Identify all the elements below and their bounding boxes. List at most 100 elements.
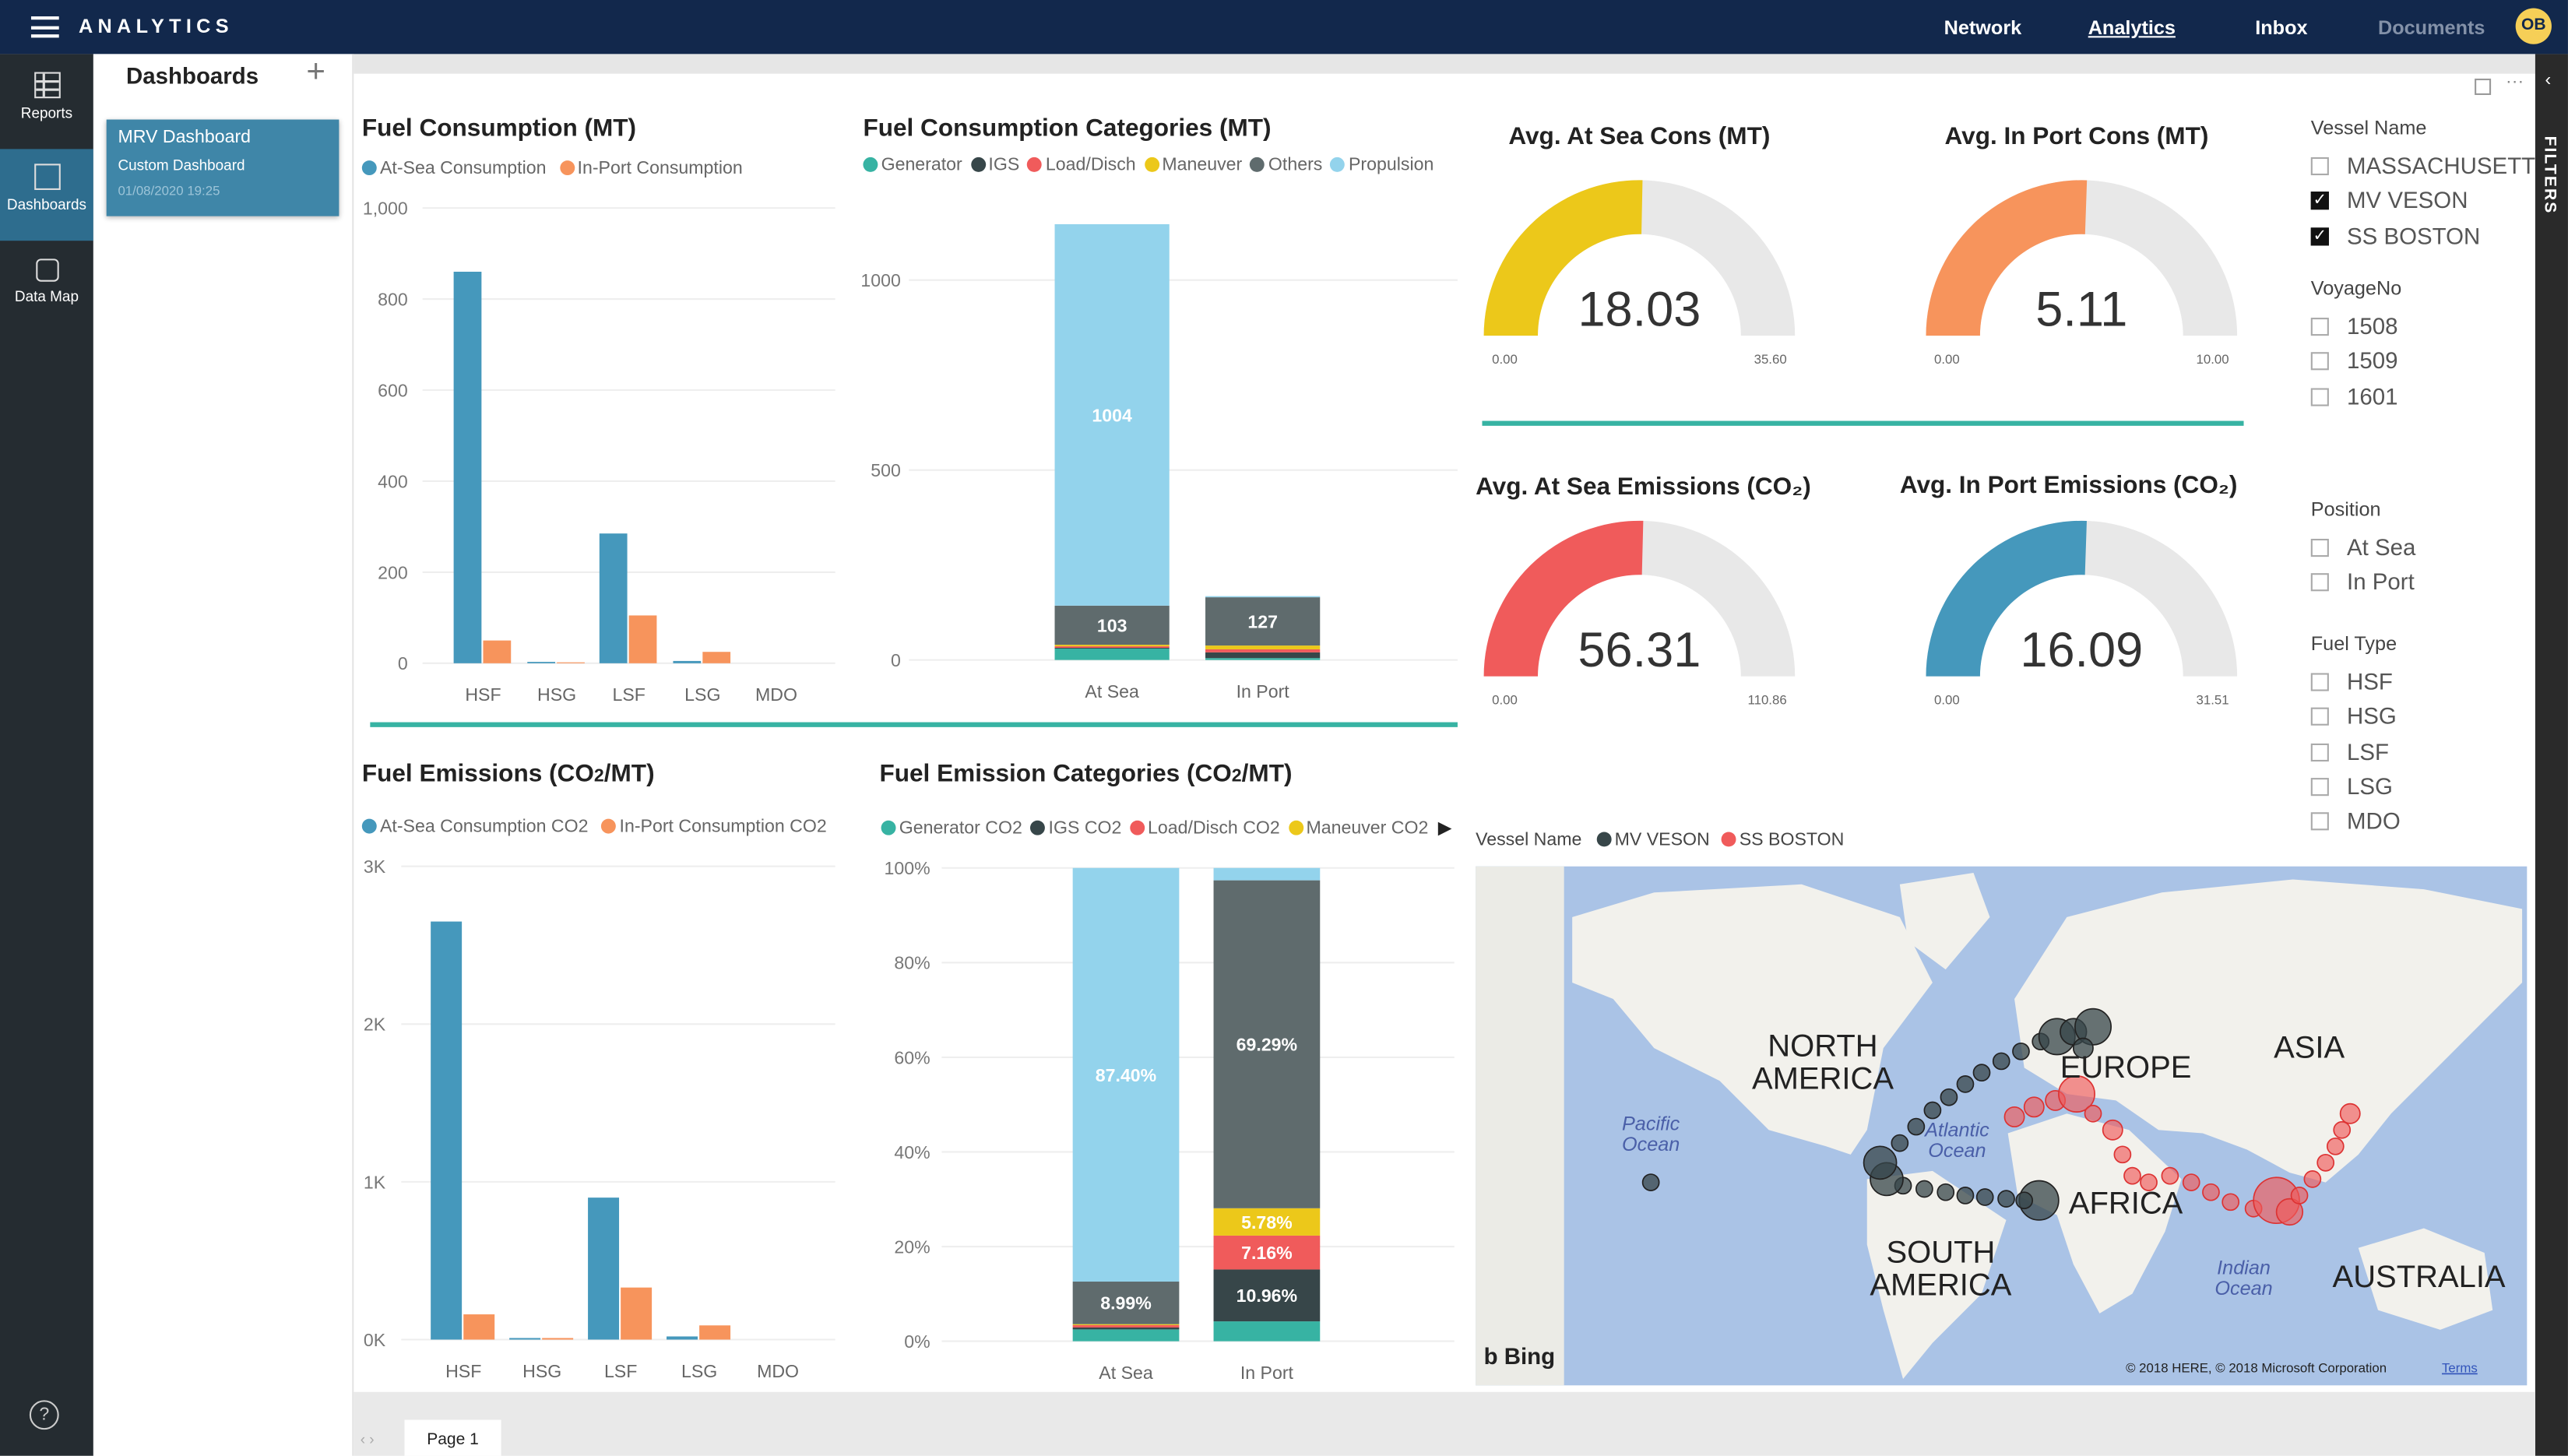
filter-checkbox[interactable]: [2310, 708, 2329, 726]
vessel-point-ss-boston[interactable]: [2102, 1119, 2123, 1141]
dashboard-card-mrv[interactable]: MRV Dashboard Custom Dashboard 01/08/202…: [106, 119, 339, 216]
filter-checkbox[interactable]: ✓: [2310, 192, 2329, 210]
legend-item[interactable]: Maneuver: [1144, 156, 1242, 175]
segment-at-sea-others[interactable]: [1054, 605, 1170, 645]
vessel-point-mv-veson[interactable]: [2012, 1042, 2030, 1060]
segment-in-port-generator[interactable]: [1205, 658, 1321, 660]
vessel-point-mv-veson[interactable]: [1907, 1117, 1926, 1136]
filter-option-label[interactable]: HSG: [2347, 702, 2397, 730]
vessel-point-ss-boston[interactable]: [2333, 1120, 2352, 1139]
segment-in-port-generator-co2[interactable]: [1213, 1321, 1321, 1342]
vessel-point-ss-boston[interactable]: [2316, 1153, 2335, 1172]
filter-checkbox[interactable]: [2310, 777, 2329, 796]
bar-hsg-in-port[interactable]: [542, 1338, 574, 1340]
user-avatar[interactable]: OB: [2515, 8, 2552, 44]
vessel-point-mv-veson[interactable]: [1641, 1173, 1660, 1191]
filters-side-bar[interactable]: ‹ FILTERS: [2535, 54, 2568, 1456]
legend-item[interactable]: IGS CO2: [1030, 819, 1121, 839]
filter-checkbox[interactable]: [2310, 812, 2329, 831]
add-dashboard-button[interactable]: +: [306, 54, 325, 90]
vessel-map[interactable]: NORTH AMERICA EUROPE ASIA AFRICA SOUTH AMERICA…: [1476, 866, 2528, 1386]
vessel-point-ss-boston[interactable]: [2290, 1187, 2309, 1205]
vessel-point-mv-veson[interactable]: [1975, 1188, 1994, 1206]
legend-item[interactable]: MV VESON: [1596, 830, 1710, 850]
legend-item[interactable]: SS BOSTON: [1721, 830, 1844, 850]
vessel-point-ss-boston[interactable]: [2221, 1193, 2240, 1212]
help-icon[interactable]: ?: [29, 1400, 59, 1430]
legend-item[interactable]: In-Port Consumption: [559, 159, 743, 178]
bar-lsg-in-port[interactable]: [702, 652, 731, 663]
vessel-point-mv-veson[interactable]: [1956, 1075, 1975, 1093]
filter-checkbox[interactable]: [2310, 318, 2329, 336]
vessel-point-ss-boston[interactable]: [2303, 1170, 2322, 1188]
filter-option-label[interactable]: 1601: [2347, 382, 2398, 409]
filter-option-label[interactable]: 1509: [2347, 347, 2398, 375]
legend-item[interactable]: Maneuver CO2: [1288, 819, 1428, 839]
bar-hsf-in-port[interactable]: [463, 1314, 495, 1340]
vessel-point-ss-boston[interactable]: [2113, 1145, 2132, 1164]
legend-item[interactable]: Propulsion: [1330, 156, 1434, 175]
vessel-point-ss-boston[interactable]: [2123, 1166, 2141, 1185]
vessel-point-ss-boston[interactable]: [2182, 1173, 2200, 1191]
bar-lsg-in-port[interactable]: [699, 1325, 731, 1340]
vessel-point-mv-veson[interactable]: [1915, 1180, 1933, 1198]
legend-item[interactable]: Generator CO2: [881, 819, 1022, 839]
hamburger-menu-icon[interactable]: [30, 16, 59, 38]
bar-hsg-at-sea[interactable]: [509, 1338, 541, 1340]
segment-in-port-load-disch[interactable]: [1205, 649, 1321, 652]
vessel-point-ss-boston[interactable]: [2140, 1173, 2158, 1191]
filter-checkbox[interactable]: [2310, 538, 2329, 557]
nav-documents[interactable]: Documents: [2377, 16, 2485, 40]
filter-option-label[interactable]: In Port: [2347, 568, 2415, 596]
filter-checkbox[interactable]: [2310, 352, 2329, 371]
bar-hsf-in-port[interactable]: [483, 640, 512, 663]
filter-option-label[interactable]: HSF: [2347, 668, 2393, 695]
segment-at-sea-load-disch[interactable]: [1054, 646, 1170, 649]
segment-at-sea-propulsion[interactable]: [1054, 223, 1170, 606]
bar-lsf-at-sea[interactable]: [599, 533, 628, 663]
filter-option-label[interactable]: MV VESON: [2347, 187, 2468, 214]
filter-checkbox[interactable]: [2310, 157, 2329, 176]
segment-in-port-others-co2[interactable]: [1213, 880, 1321, 1208]
segment-at-sea-load-disch-co2[interactable]: [1072, 1324, 1180, 1328]
vessel-point-ss-boston[interactable]: [2084, 1104, 2102, 1123]
filter-checkbox[interactable]: [2310, 743, 2329, 761]
vessel-point-mv-veson[interactable]: [1997, 1190, 2015, 1208]
segment-in-port-maneuver-co2[interactable]: [1213, 1208, 1321, 1236]
segment-in-port-propulsion-co2[interactable]: [1213, 867, 1321, 881]
vessel-point-mv-veson[interactable]: [1923, 1101, 1942, 1120]
segment-in-port-others[interactable]: [1205, 597, 1321, 646]
vessel-point-mv-veson[interactable]: [2072, 1037, 2094, 1059]
rail-item-data-map[interactable]: Data Map: [0, 244, 93, 336]
vessel-point-mv-veson[interactable]: [1863, 1145, 1898, 1180]
vessel-point-ss-boston[interactable]: [2023, 1096, 2045, 1118]
map-terms-link[interactable]: Terms: [2442, 1361, 2478, 1376]
vessel-point-mv-veson[interactable]: [1972, 1064, 1991, 1082]
bar-lsg-at-sea[interactable]: [673, 660, 702, 663]
bar-lsg-at-sea[interactable]: [667, 1336, 698, 1340]
filter-checkbox[interactable]: [2310, 387, 2329, 406]
segment-at-sea-igs-co2[interactable]: [1072, 1327, 1180, 1330]
segment-at-sea-others-co2[interactable]: [1072, 1282, 1180, 1324]
vessel-point-ss-boston[interactable]: [2339, 1103, 2361, 1124]
legend-item[interactable]: At-Sea Consumption CO2: [361, 818, 588, 837]
segment-at-sea-maneuver[interactable]: [1054, 645, 1170, 647]
more-options-icon[interactable]: ···: [2506, 72, 2524, 92]
filter-checkbox[interactable]: [2310, 573, 2329, 592]
bar-hsg-at-sea[interactable]: [527, 662, 556, 663]
vessel-point-ss-boston[interactable]: [2202, 1183, 2220, 1201]
vessel-point-mv-veson[interactable]: [1940, 1088, 1958, 1106]
segment-at-sea-igs[interactable]: [1054, 648, 1170, 649]
segment-at-sea-generator[interactable]: [1054, 648, 1170, 660]
vessel-point-mv-veson[interactable]: [1937, 1183, 1955, 1201]
legend-item[interactable]: Load/Disch: [1027, 156, 1136, 175]
rail-item-dashboards[interactable]: Dashboards: [0, 149, 93, 241]
nav-inbox[interactable]: Inbox: [2255, 16, 2308, 40]
legend-item[interactable]: In-Port Consumption CO2: [601, 818, 827, 837]
filter-checkbox[interactable]: [2310, 673, 2329, 691]
legend-next-arrow-icon[interactable]: ▶: [1437, 818, 1452, 839]
legend-item[interactable]: At-Sea Consumption: [361, 159, 546, 178]
vessel-point-mv-veson[interactable]: [2015, 1191, 2034, 1210]
filter-option-label[interactable]: At Sea: [2347, 533, 2416, 561]
bar-hsf-at-sea[interactable]: [453, 271, 482, 663]
